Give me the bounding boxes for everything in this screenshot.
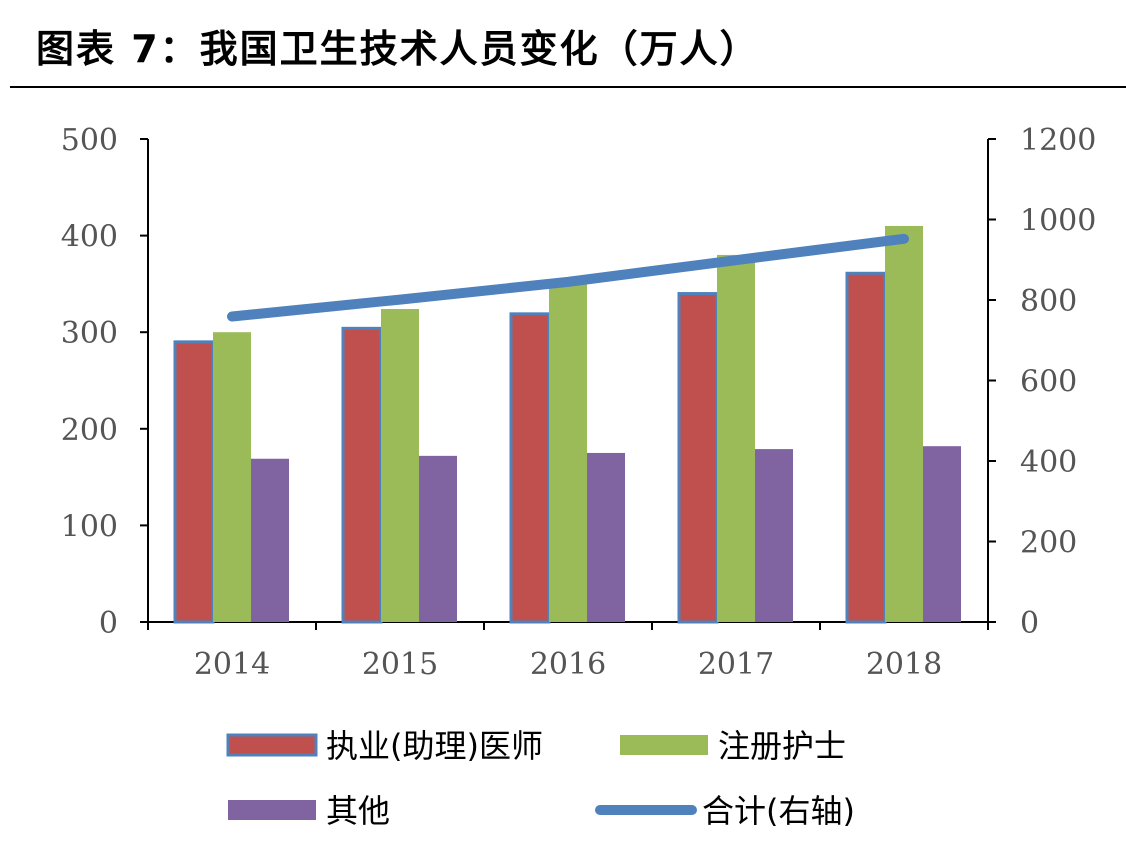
bar-注册护士 xyxy=(885,225,923,622)
left-tick-label: 400 xyxy=(61,220,118,255)
left-tick-label: 0 xyxy=(99,606,118,641)
right-tick-label: 600 xyxy=(1020,365,1077,400)
title-divider xyxy=(10,86,1126,88)
bar-其他 xyxy=(419,455,457,622)
x-tick-label: 2017 xyxy=(698,647,774,682)
legend-swatch xyxy=(228,800,316,820)
x-tick-label: 2015 xyxy=(362,647,438,682)
line-total xyxy=(227,233,909,322)
bar-执业(助理)医师 xyxy=(509,312,551,624)
right-tick-label: 800 xyxy=(1020,284,1077,319)
bar-注册护士 xyxy=(381,309,419,622)
bar-其他 xyxy=(251,458,289,622)
left-tick-label: 100 xyxy=(61,509,118,544)
right-tick-label: 1200 xyxy=(1020,123,1096,158)
legend-label: 注册护士 xyxy=(718,727,846,765)
legend-swatch xyxy=(226,733,318,757)
bar-其他 xyxy=(755,449,793,622)
legend-label: 合计(右轴) xyxy=(702,792,855,830)
bar-注册护士 xyxy=(549,282,587,622)
bar-注册护士 xyxy=(213,332,251,622)
right-tick-label: 400 xyxy=(1020,445,1077,480)
bar-执业(助理)医师 xyxy=(845,271,887,624)
bar-执业(助理)医师 xyxy=(173,340,215,624)
bar-注册护士 xyxy=(717,254,755,623)
bar-执业(助理)医师 xyxy=(677,292,719,624)
right-tick-label: 200 xyxy=(1020,526,1077,561)
bar-执业(助理)医师 xyxy=(341,326,383,624)
bar-其他 xyxy=(587,452,625,622)
bar-其他 xyxy=(923,446,961,622)
legend-label: 其他 xyxy=(326,792,390,830)
x-tick-label: 2014 xyxy=(194,647,270,682)
right-tick-label: 1000 xyxy=(1020,204,1096,239)
left-tick-label: 200 xyxy=(61,413,118,448)
left-tick-label: 500 xyxy=(61,123,118,158)
left-tick-label: 300 xyxy=(61,316,118,351)
legend-label: 执业(助理)医师 xyxy=(326,727,543,765)
right-tick-label: 0 xyxy=(1020,606,1039,641)
chart-title: 图表 7：我国卫生技术人员变化（万人） xyxy=(36,27,760,71)
legend-swatch xyxy=(620,735,708,755)
x-tick-label: 2018 xyxy=(866,647,942,682)
x-tick-label: 2016 xyxy=(530,647,606,682)
